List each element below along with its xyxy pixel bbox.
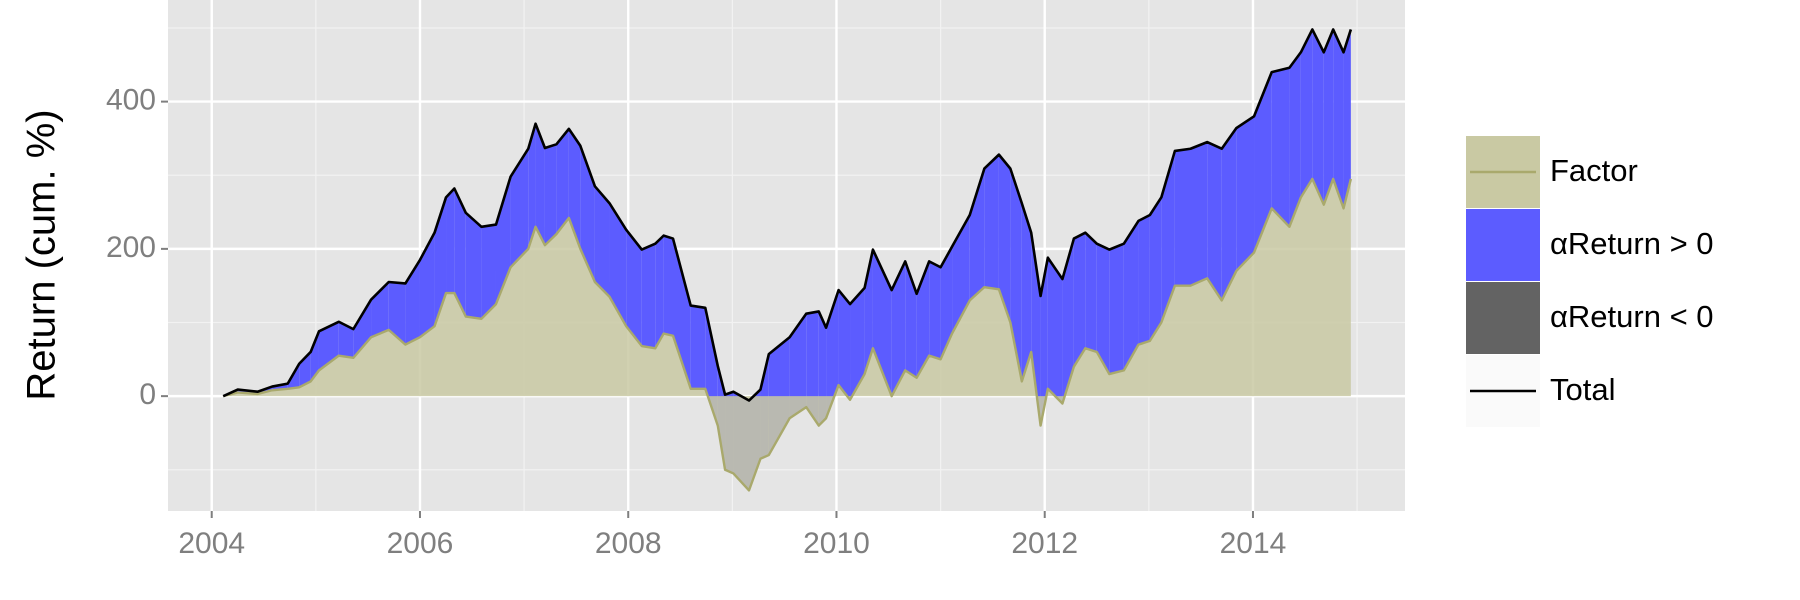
alpha-ribbon	[495, 176, 511, 305]
alpha-ribbon	[789, 313, 807, 419]
alpha-ribbon	[454, 188, 466, 317]
y-tick-label: 0	[139, 378, 156, 411]
legend-label: Total	[1550, 372, 1615, 407]
alpha-ribbon	[310, 331, 319, 382]
alpha-ribbon	[1343, 29, 1351, 209]
legend-key	[1466, 209, 1540, 281]
y-axis-label: Return (cum. %)	[20, 109, 64, 400]
alpha-ribbon	[1010, 168, 1022, 382]
alpha-ribbon	[446, 188, 455, 294]
x-tick-label: 2012	[1011, 527, 1078, 560]
alpha-ribbon	[405, 259, 420, 345]
alpha-ribbon	[1161, 150, 1175, 323]
alpha-ribbon	[905, 261, 917, 378]
alpha-ribbon	[1174, 148, 1191, 286]
alpha-ribbon	[916, 261, 930, 378]
x-tick-label: 2004	[178, 527, 245, 560]
alpha-ribbon	[465, 212, 482, 319]
alpha-ribbon	[528, 123, 536, 249]
alpha-ribbon	[838, 290, 851, 400]
alpha-ribbon	[1149, 197, 1162, 341]
alpha-ribbon	[419, 232, 435, 338]
alpha-ribbon	[655, 235, 664, 349]
alpha-ribbon	[594, 186, 610, 297]
alpha-ribbon	[673, 238, 691, 389]
alpha-ribbon	[510, 148, 529, 268]
y-tick-label: 200	[106, 231, 156, 264]
alpha-ribbon	[1323, 29, 1334, 205]
y-tick-label: 400	[106, 84, 156, 117]
legend-label: αReturn < 0	[1550, 299, 1714, 334]
alpha-ribbon	[1207, 142, 1222, 301]
alpha-ribbon	[1109, 243, 1124, 375]
series-line	[222, 177, 1353, 492]
alpha-ribbon	[1289, 52, 1301, 227]
alpha-ribbon	[1047, 257, 1063, 404]
alpha-ribbon	[1040, 257, 1048, 426]
alpha-ribbon	[1254, 72, 1272, 253]
alpha-ribbon	[535, 123, 545, 246]
legend-label: Factor	[1550, 153, 1638, 188]
factor-area	[223, 178, 1351, 491]
alpha-ribbon	[1123, 220, 1139, 371]
alpha-ribbon	[969, 168, 985, 301]
alpha-ribbon	[984, 154, 999, 290]
alpha-ribbon	[388, 282, 406, 345]
alpha-ribbon	[891, 261, 906, 397]
alpha-ribbon	[626, 229, 642, 347]
alpha-ribbon	[1085, 232, 1097, 352]
alpha-ribbon	[1021, 203, 1032, 382]
series-line	[222, 28, 1353, 402]
alpha-ribbon	[663, 235, 674, 336]
legend-label: αReturn > 0	[1550, 226, 1714, 261]
legend-key	[1466, 282, 1540, 354]
alpha-ribbon	[1190, 142, 1208, 286]
alpha-ribbon	[556, 128, 569, 235]
alpha-ribbon	[952, 215, 970, 334]
alpha-ribbon	[940, 246, 953, 360]
x-tick-label: 2014	[1220, 527, 1287, 560]
alpha-ribbon	[353, 299, 372, 358]
alpha-ribbon	[609, 203, 627, 327]
alpha-ribbon	[338, 321, 354, 358]
alpha-ribbon	[1271, 67, 1290, 227]
alpha-ribbon	[1073, 232, 1086, 367]
alpha-ribbon	[544, 144, 557, 246]
x-tick-label: 2008	[595, 527, 662, 560]
x-tick-label: 2010	[803, 527, 870, 560]
alpha-ribbon	[690, 305, 706, 389]
alpha-ribbon	[1236, 116, 1255, 271]
x-tick-label: 2006	[387, 527, 454, 560]
alpha-ribbon	[481, 224, 496, 319]
alpha-ribbon	[929, 261, 941, 360]
marks	[222, 28, 1353, 492]
alpha-ribbon	[1096, 243, 1110, 375]
alpha-ribbon	[1333, 29, 1344, 209]
alpha-ribbon	[568, 128, 581, 249]
alpha-ribbon	[434, 197, 447, 327]
alpha-ribbon	[850, 287, 865, 400]
legend: Factor αReturn > 0 αReturn < 0 Total	[1466, 136, 1714, 427]
alpha-ribbon	[1221, 128, 1237, 301]
alpha-ribbon	[1312, 29, 1324, 205]
alpha-ribbon	[641, 243, 656, 349]
alpha-ribbon	[1138, 215, 1150, 345]
alpha-ribbon	[1062, 238, 1074, 404]
alpha-ribbon	[998, 154, 1011, 323]
alpha-ribbon	[1300, 29, 1313, 198]
